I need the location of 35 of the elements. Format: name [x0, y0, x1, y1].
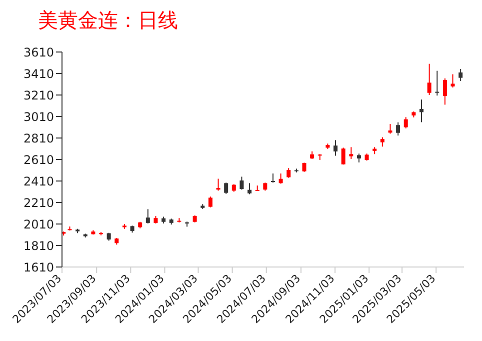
y-tick-label: 2010 [23, 217, 54, 232]
candlestick [146, 208, 150, 224]
candlestick [270, 172, 275, 184]
candlestick [388, 124, 392, 134]
y-tick-label: 3210 [23, 88, 54, 102]
candlestick [435, 70, 440, 96]
y-tick-label: 3610 [23, 45, 54, 60]
y-tick-label: 2610 [23, 152, 54, 167]
chart-title: 美黄金连：日线 [37, 8, 179, 34]
y-tick-label: 2210 [23, 196, 54, 210]
candlestick [450, 74, 455, 88]
y-tick-label: 2410 [23, 174, 54, 188]
candlestick [419, 99, 424, 123]
candlestick [240, 176, 244, 190]
candlestick [248, 182, 252, 195]
candlestick [286, 168, 291, 178]
candlestick [380, 136, 384, 148]
candlestick [396, 122, 400, 136]
y-tick-label: 3010 [23, 110, 54, 124]
candlestick [334, 140, 338, 156]
y-tick-label: 1810 [23, 238, 54, 253]
y-tick-label: 1610 [23, 260, 54, 274]
candlestick [349, 146, 354, 160]
candlestick [458, 68, 463, 82]
candlestick [302, 162, 306, 172]
candlestick [442, 78, 447, 106]
candlestick [341, 147, 346, 166]
candlestick [224, 182, 228, 194]
candlestick [208, 196, 212, 208]
candlestick [404, 116, 408, 129]
y-tick-label: 2810 [23, 131, 54, 146]
y-tick-label: 3410 [23, 66, 54, 81]
candlestick [278, 172, 283, 184]
candlestick [427, 63, 432, 96]
candlestick [216, 178, 220, 192]
